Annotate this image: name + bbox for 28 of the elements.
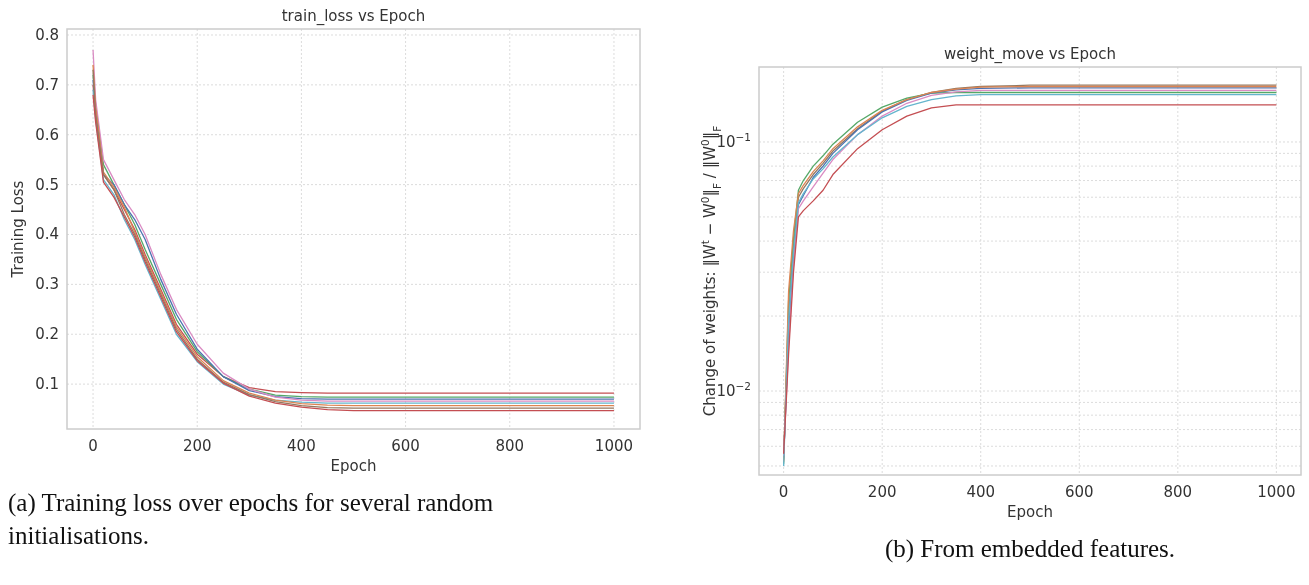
- y-tick-label: 0.8: [35, 25, 59, 44]
- text: (b) From embedded features.: [884, 535, 1176, 563]
- x-axis-title: Epoch: [1007, 503, 1053, 521]
- y-tick-label: 0.3: [35, 275, 59, 294]
- x-tick-label: 400: [966, 483, 996, 501]
- x-tick-label: 1000: [1257, 483, 1296, 501]
- y-tick-label: 0.1: [35, 375, 59, 394]
- y-tick-label: 0.7: [35, 75, 59, 94]
- y-axis-title: Training Loss: [9, 180, 27, 279]
- x-tick-label: 600: [391, 437, 420, 455]
- y-tick-label: 0.2: [35, 325, 59, 344]
- x-tick-label: 1000: [594, 437, 634, 455]
- chart-title: train_loss vs Epoch: [281, 7, 426, 26]
- x-tick-label: 0: [88, 437, 98, 455]
- x-tick-label: 800: [495, 437, 525, 455]
- y-tick-label: 0.4: [35, 225, 59, 244]
- x-tick-label: 600: [1064, 483, 1094, 501]
- chart-title: weight_move vs Epoch: [943, 45, 1117, 64]
- x-tick-label: 800: [1163, 483, 1193, 501]
- text: (a) Training loss over epochs for several random initialisations.: [8, 489, 494, 549]
- x-tick-label: 200: [867, 483, 897, 501]
- y-tick-label: 0.6: [35, 125, 59, 144]
- x-tick-label: 200: [182, 437, 212, 455]
- x-tick-label: 400: [287, 437, 316, 455]
- y-tick-label: 0.5: [35, 175, 59, 194]
- y-tick-label: 10$^{−2}$: [716, 380, 751, 401]
- x-tick-label: 0: [778, 483, 789, 501]
- x-axis-title: Epoch: [330, 457, 377, 475]
